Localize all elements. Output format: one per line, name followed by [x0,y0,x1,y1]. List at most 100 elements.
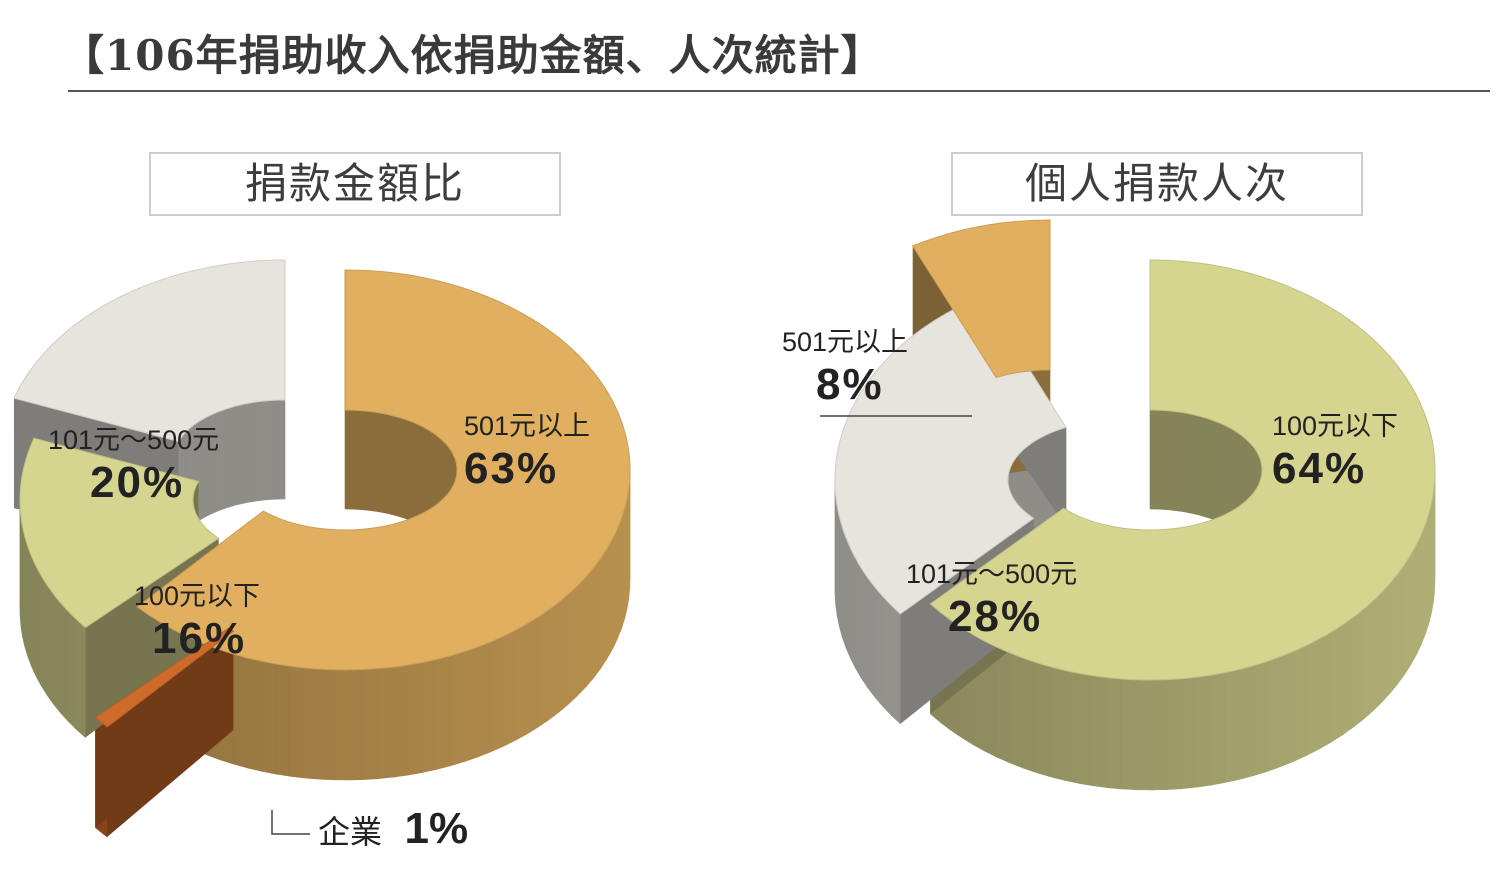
label-pct: 28% [948,592,1043,641]
slice-inner-100元以下 [1184,412,1191,514]
slice-top-101元～500元 [834,295,1067,615]
slice-side-100元以下 [1196,674,1212,788]
slice-side-100元以下 [1181,676,1198,790]
slice-side-100元以下 [1389,573,1398,695]
slice-inner-100元以下 [1189,413,1196,515]
slice-side-100元以下 [53,593,61,714]
slice-inner-501元以上 [390,414,396,516]
slice-side-501元以上 [275,663,291,777]
label-count-501-up: 501元以上 8% [782,326,908,412]
slice-inner-101元～500元 [218,409,225,511]
slice-side-100元以下 [1416,533,1422,655]
slice-side-501元以上 [290,665,306,779]
slice-side-501元以上 [620,509,625,630]
slice-side-100元以下 [35,566,42,687]
slice-side-100元以下 [1330,624,1343,743]
slice-side-501元以上 [606,538,613,661]
slice-side-100元以下 [41,574,48,697]
slice-side-100元以下 [1152,679,1168,791]
slice-inner-501元以上 [362,410,369,511]
slice-side-501元以上 [490,635,504,753]
slice-side-101元～500元 [838,516,843,638]
slice-side-501元以上 [393,664,409,778]
label-pct: 8% [816,360,884,409]
slice-side-100元以下 [1362,600,1373,721]
slice-inner-100元以下 [1215,420,1221,523]
slice-side-501元以上 [233,653,249,769]
leader-line-corporate [271,810,310,835]
slice-side-100元以下 [1404,553,1412,676]
slice-side-100元以下 [1166,678,1183,790]
slice-side-100元以下 [1078,672,1094,787]
slice-side-100元以下 [67,610,77,731]
slice-side-100元以下 [1225,668,1241,783]
slice-side-101元～500元 [855,556,862,680]
slice-side-501元以上 [526,616,539,735]
slice-side-100元以下 [1280,650,1295,767]
slice-side-100元以下 [60,602,69,723]
label-pct: 16% [152,614,247,663]
slice-side-100元以下 [1211,672,1227,786]
slice-side-100元以下 [1428,501,1432,623]
label-name: 501元以上 [464,411,591,441]
slice-side-101元～500元 [867,576,876,699]
slice-side-100元以下 [1092,675,1109,789]
slice-inner-501元以上 [384,413,391,515]
chart-title-count: 個人捐款人次 [951,152,1363,216]
slice-side-501元以上 [349,669,365,781]
slice-side-501元以上 [334,669,351,781]
slice-inner-100元以下 [1161,410,1168,511]
slice-side-101元～500元 [845,537,851,658]
slice-side-100元以下 [1381,582,1391,704]
slice-inner-501元以上 [419,424,425,527]
slice-side-100元以下 [1036,662,1051,778]
slice-inner-101元～500元 [233,404,240,506]
slice-side-501元以上 [464,646,479,762]
label-amount-501-up: 501元以上 63% [464,410,590,496]
slice-inner-100元以下 [1149,409,1157,510]
slice-side-501元以上 [305,667,321,780]
slice-side-100元以下 [1410,543,1417,666]
slice-inner-501元以上 [344,409,352,510]
slice-inner-101元～500元 [272,399,280,500]
slice-side-501元以上 [548,601,560,721]
title-divider [68,90,1490,92]
label-amount-101-500: 101元～500元 20% [48,424,219,510]
label-pct: 63% [464,444,559,493]
slice-side-501元以上 [408,662,424,776]
slice-side-101元～500元 [891,604,901,725]
slice-side-100元以下 [1341,617,1354,736]
slice-side-100元以下 [27,547,33,668]
slice-side-501元以上 [503,629,516,747]
slice-side-101元～500元 [860,567,869,689]
slice-side-100元以下 [1421,523,1426,645]
slice-side-100元以下 [76,618,86,739]
slice-side-100元以下 [22,527,26,648]
slice-inner-501元以上 [405,419,411,521]
slice-inner-101元～500元 [261,400,268,501]
slice-inner-101元～500元 [239,403,246,505]
slice-inner-501元以上 [400,417,407,519]
slice-inner-501元以上 [373,411,380,513]
label-name: 501元以上 [782,327,909,357]
slice-side-501元以上 [616,519,622,641]
slice-side-501元以上 [319,668,336,781]
slice-side-100元以下 [31,556,37,677]
slice-side-100元以下 [1253,660,1269,776]
slice-top-100元以下 [19,437,220,629]
slice-side-501元以上 [477,641,492,758]
label-name: 101元～500元 [906,559,1078,589]
slice-inner-101元～500元 [267,400,274,501]
slice-side-501元以上 [364,668,380,780]
slice-side-100元以下 [1372,591,1382,712]
slice-inner-100元以下 [1195,414,1202,516]
chart-title-amount: 捐款金額比 [149,152,561,216]
slice-side-101元～500元 [882,595,892,717]
slice-side-100元以下 [1122,678,1138,791]
slice-inner-100元以下 [1200,416,1207,518]
slice-inner-501元以上 [350,409,357,510]
slice-side-501元以上 [558,593,569,713]
slice-side-100元以下 [1022,657,1037,774]
label-pct: 64% [1272,444,1367,493]
